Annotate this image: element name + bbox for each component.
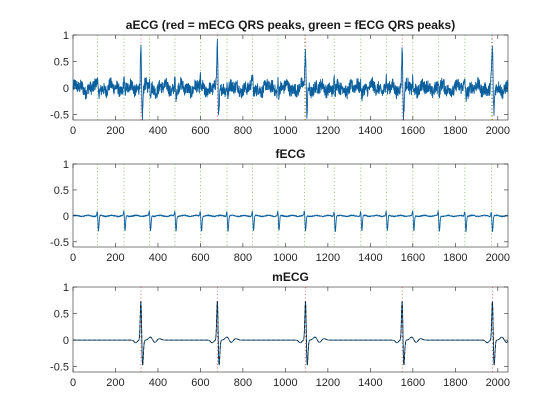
aecg-xtick-label: 1000 [273,125,297,137]
mecg-xtick-label: 1400 [358,377,382,389]
mecg-title: mECG [272,270,309,284]
aecg-title: aECG (red = mECG QRS peaks, green = fECG… [126,18,455,32]
fecg-xtick-label: 600 [191,252,209,264]
fecg-xtick-label: 200 [106,252,124,264]
mecg-xtick-label: 2000 [486,377,510,389]
fecg-xtick-label: 2000 [486,252,510,264]
aecg-xtick-label: 200 [106,125,124,137]
mecg-xtick-label: 1800 [443,377,467,389]
fecg-signal-line [72,210,509,233]
mecg-ytick-label: 0.5 [54,309,69,321]
fecg-xtick-label: 1400 [358,252,382,264]
aecg-ytick-label: 0.5 [54,57,69,69]
aecg-xtick-label: 0 [70,125,76,137]
fecg-xtick-label: 0 [70,252,76,264]
mecg-ytick-label: 0 [63,335,69,347]
mecg-ytick-label: -0.5 [50,362,69,374]
aecg-xtick-label: 1200 [316,125,340,137]
aecg-xtick-label: 1600 [401,125,425,137]
aecg-signal-line [72,38,509,121]
fecg-xtick-label: 1600 [401,252,425,264]
aecg-xtick-label: 1400 [358,125,382,137]
mecg-xtick-label: 600 [191,377,209,389]
aecg-plot-area [72,34,509,121]
fecg-xtick-label: 800 [234,252,252,264]
aecg-xtick-label: 800 [234,125,252,137]
mecg-xtick-label: 800 [234,377,252,389]
mecg-xtick-label: 0 [70,377,76,389]
mecg-xtick-label: 1200 [316,377,340,389]
aecg-xtick-label: 600 [191,125,209,137]
aecg-ytick-label: -0.5 [50,110,69,122]
fecg-xtick-label: 400 [149,252,167,264]
fecg-xtick-label: 1200 [316,252,340,264]
aecg-xtick-label: 1800 [443,125,467,137]
mecg-axes: 0 200 400 600 800 1000 1200 1400 1600 1800 2000 -0.… [50,270,510,389]
fecg-ytick-label: -0.5 [50,237,69,249]
mecg-xtick-label: 400 [149,377,167,389]
mecg-overlay-line [73,301,509,366]
fecg-plot-area [72,163,509,248]
fecg-xtick-label: 1800 [443,252,467,264]
aecg-ytick-label: 1 [63,30,69,42]
fecg-ytick-label: 0 [63,211,69,223]
mecg-xtick-label: 1600 [401,377,425,389]
fecg-axes: 0 200 400 600 800 1000 1200 1400 1600 1800 2000 -0.… [50,147,510,264]
aecg-xtick-label: 400 [149,125,167,137]
mecg-xtick-label: 200 [106,377,124,389]
fecg-title: fECG [276,147,306,161]
fecg-xtick-label: 1000 [273,252,297,264]
mecg-ytick-label: 1 [63,282,69,294]
mecg-xtick-label: 1000 [273,377,297,389]
mecg-plot-area [72,286,509,373]
aecg-xtick-label: 2000 [486,125,510,137]
aecg-ytick-label: 0 [63,83,69,95]
aecg-axes: 0 200 400 600 800 1000 1200 1400 1600 1800 2000 -0.… [50,18,510,137]
fecg-ytick-label: 0.5 [54,185,69,197]
fecg-ytick-label: 1 [63,159,69,171]
